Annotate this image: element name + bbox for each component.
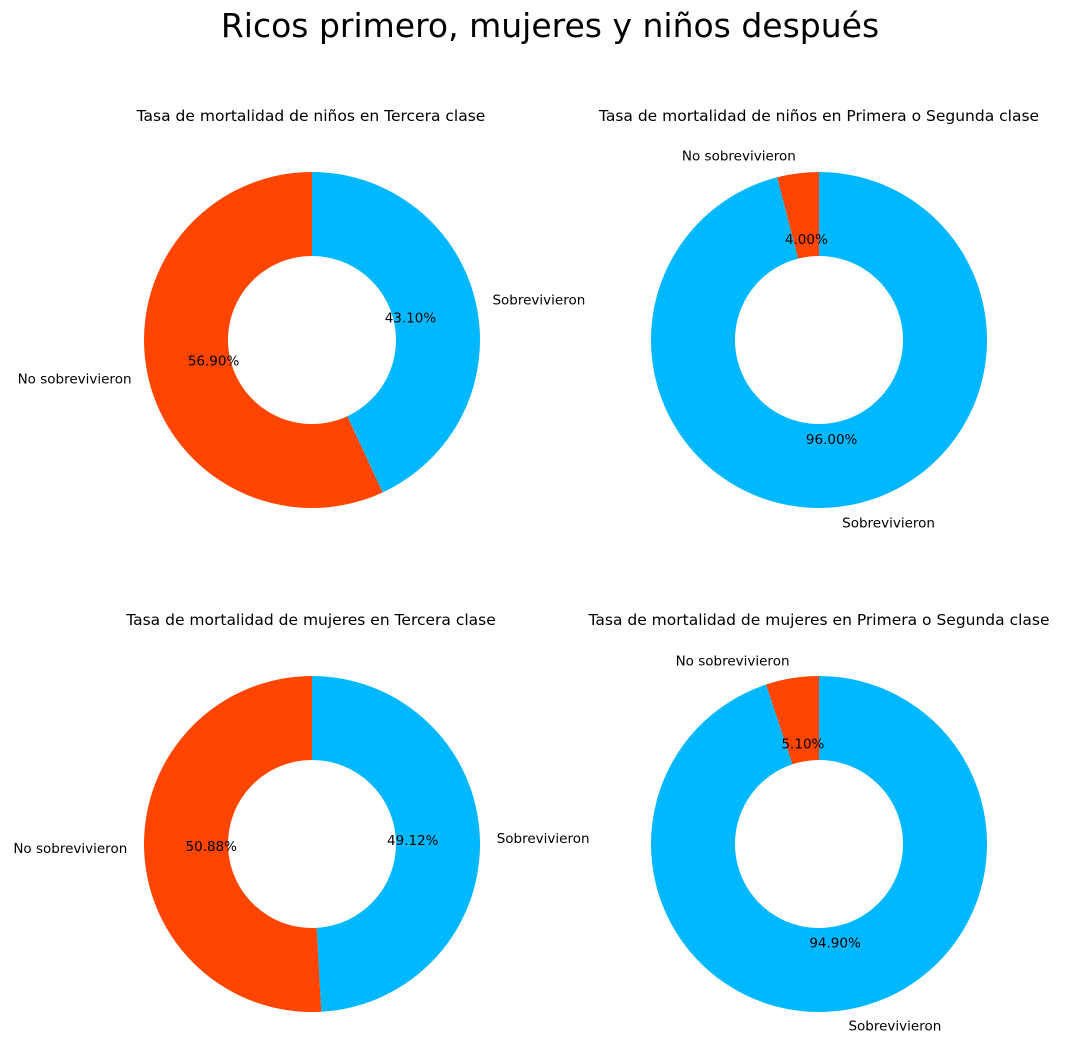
- slice-label: Sobrevivieron: [842, 515, 935, 531]
- donut-chart-4: Tasa de mortalidad de mujeres en Primera…: [587, 611, 1049, 1034]
- slice-label: Sobrevivieron: [497, 831, 590, 847]
- slice-no-sobrevivieron: [777, 172, 819, 259]
- slice-sobrevivieron: [651, 172, 988, 508]
- chart-title: Tasa de mortalidad de mujeres en Primera…: [587, 611, 1049, 629]
- slice-sobrevivieron: [312, 172, 481, 493]
- slice-no-sobrevivieron: [144, 676, 322, 1012]
- donut-chart-1: Tasa de mortalidad de niños en Tercera c…: [18, 107, 585, 508]
- percentage-label: 43.10%: [385, 310, 437, 326]
- slice-sobrevivieron: [650, 676, 987, 1012]
- chart-title: Tasa de mortalidad de niños en Tercera c…: [136, 107, 486, 125]
- percentage-label: 96.00%: [806, 432, 858, 448]
- slice-label: No sobrevivieron: [18, 372, 132, 388]
- donut-chart-2: Tasa de mortalidad de niños en Primera o…: [598, 107, 1039, 531]
- percentage-label: 94.90%: [809, 936, 861, 952]
- chart-title: Tasa de mortalidad de mujeres en Tercera…: [125, 611, 496, 629]
- figure-title: Ricos primero, mujeres y niños después: [221, 6, 879, 45]
- slice-no-sobrevivieron: [766, 676, 819, 765]
- slice-label: No sobrevivieron: [13, 841, 127, 857]
- percentage-label: 49.12%: [387, 833, 439, 849]
- percentage-label: 5.10%: [781, 736, 824, 752]
- chart-title: Tasa de mortalidad de niños en Primera o…: [598, 107, 1039, 125]
- slice-label: Sobrevivieron: [492, 292, 585, 308]
- chart-grid: Tasa de mortalidad de niños en Tercera c…: [13, 107, 1049, 1034]
- slice-label: No sobrevivieron: [676, 654, 790, 670]
- percentage-label: 50.88%: [185, 839, 237, 855]
- slice-sobrevivieron: [312, 676, 481, 1012]
- slice-label: No sobrevivieron: [682, 149, 796, 165]
- percentage-label: 56.90%: [188, 354, 240, 370]
- slice-no-sobrevivieron: [144, 172, 383, 508]
- slice-label: Sobrevivieron: [848, 1018, 941, 1034]
- donut-chart-3: Tasa de mortalidad de mujeres en Tercera…: [13, 611, 590, 1012]
- percentage-label: 4.00%: [785, 232, 828, 248]
